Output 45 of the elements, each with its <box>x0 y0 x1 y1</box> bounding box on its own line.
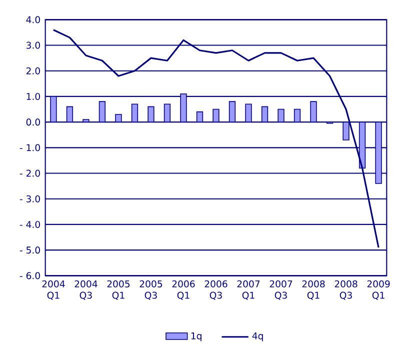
y-tick-label: 1.0 <box>26 92 40 100</box>
bar <box>342 122 350 140</box>
bar <box>66 106 74 122</box>
x-tick-label: 2007 Q1 <box>237 280 260 300</box>
bar <box>310 101 317 122</box>
bar <box>82 119 90 122</box>
y-tick-label: 4.0 <box>26 16 40 24</box>
x-tick-label: 2005 Q1 <box>107 280 130 300</box>
bar <box>164 104 171 122</box>
legend-label: 1q <box>191 332 202 342</box>
y-tick-label: - 1.0 <box>20 144 40 152</box>
bar <box>98 101 106 122</box>
bar <box>358 122 366 169</box>
legend-label: 4q <box>252 332 263 342</box>
x-tick-label: 2005 Q3 <box>140 280 162 300</box>
y-tick-label: - 5.0 <box>20 246 40 254</box>
bar <box>261 106 268 122</box>
bar <box>278 108 284 122</box>
bar <box>180 94 187 122</box>
x-tick-label: 2007 Q3 <box>270 280 292 300</box>
x-tick-label: 2008 Q1 <box>302 280 325 300</box>
x-tick-label: 2006 Q1 <box>172 280 195 300</box>
x-tick-label: 2004 Q3 <box>74 280 98 300</box>
y-tick-label: 0.0 <box>26 118 40 126</box>
y-tick-label: - 3.0 <box>20 195 40 202</box>
bar <box>148 106 154 122</box>
line-series <box>52 29 380 248</box>
x-tick-label: 2008 Q3 <box>334 280 358 300</box>
y-tick-label: - 4.0 <box>20 220 40 228</box>
bar <box>115 114 122 122</box>
y-tick-label: - 2.0 <box>20 170 40 177</box>
y-tick-label: - 6.0 <box>20 272 40 280</box>
bar <box>212 108 220 122</box>
bar <box>50 96 57 122</box>
bar <box>131 104 138 122</box>
bar <box>196 111 204 122</box>
x-tick-label: 2006 Q3 <box>204 280 228 300</box>
y-tick-label: 3.0 <box>26 42 40 49</box>
x-tick-label: 2004 Q1 <box>42 280 65 300</box>
bar <box>294 108 301 122</box>
x-tick-label: 2009 Q1 <box>367 280 390 300</box>
bar <box>375 122 382 184</box>
bar <box>245 104 252 122</box>
bar <box>228 101 236 122</box>
y-tick-label: 2.0 <box>26 67 40 74</box>
